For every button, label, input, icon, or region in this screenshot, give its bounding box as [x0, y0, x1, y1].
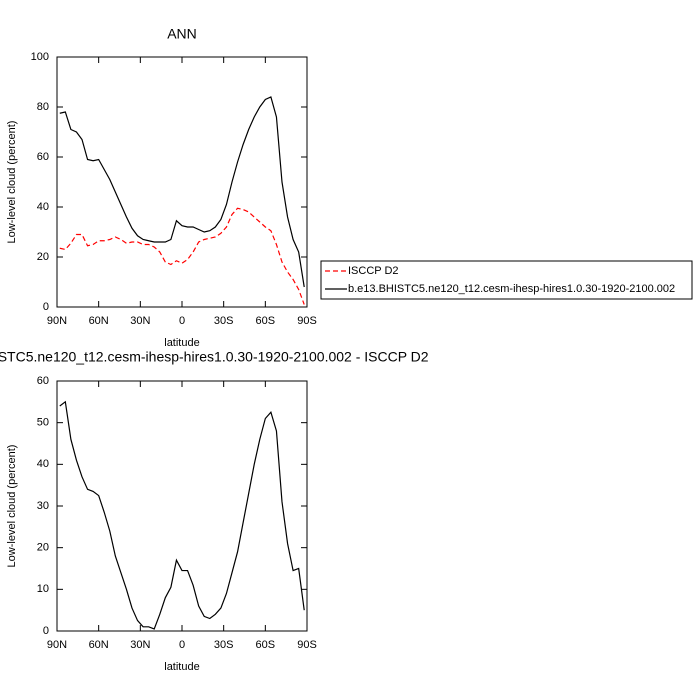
x-tick-label: 60S — [256, 315, 276, 327]
x-tick-label: 60S — [256, 639, 276, 651]
plot-frame — [56, 56, 308, 308]
y-tick-label: 0 — [43, 301, 49, 313]
x-tick-label: 90S — [297, 639, 317, 651]
y-tick-label: 80 — [37, 101, 49, 113]
x-axis-label: latitude — [164, 337, 199, 349]
y-tick-label: 50 — [37, 417, 49, 429]
legend-box — [320, 260, 693, 300]
series-line — [59, 400, 305, 630]
legend-label: b.e13.BHISTC5.ne120_t12.cesm-ihesp-hires… — [348, 283, 675, 295]
x-tick-label: 60N — [89, 639, 109, 651]
series-line — [59, 207, 305, 305]
chart-title: ANN — [167, 26, 197, 42]
x-tick-label: 30N — [130, 315, 150, 327]
y-tick-label: 40 — [37, 201, 49, 213]
legend: ISCCP D2 b.e13.BHISTC5.ne120_t12.cesm-ihe… — [320, 260, 693, 300]
legend-label: ISCCP D2 — [348, 265, 399, 277]
x-tick-label: 90N — [47, 315, 67, 327]
y-tick-label: 20 — [37, 251, 49, 263]
x-tick-label: 60N — [89, 315, 109, 327]
plot-frame — [56, 380, 308, 632]
x-tick-label: 0 — [179, 315, 185, 327]
y-axis-label: Low-level cloud (percent) — [6, 445, 18, 568]
y-tick-label: 10 — [37, 583, 49, 595]
y-axis-label: Low-level cloud (percent) — [6, 121, 18, 244]
y-tick-label: 60 — [37, 375, 49, 387]
y-tick-label: 100 — [31, 51, 49, 63]
y-tick-label: 60 — [37, 151, 49, 163]
x-axis-label: latitude — [164, 661, 199, 673]
y-tick-label: 30 — [37, 500, 49, 512]
y-tick-label: 40 — [37, 458, 49, 470]
x-tick-label: 90S — [297, 315, 317, 327]
x-tick-label: 0 — [179, 639, 185, 651]
x-tick-label: 30N — [130, 639, 150, 651]
x-tick-label: 30S — [214, 639, 234, 651]
y-tick-label: 20 — [37, 542, 49, 554]
x-tick-label: 30S — [214, 315, 234, 327]
chart-title: b.e13.BHISTC5.ne120_t12.cesm-ihesp-hires… — [0, 349, 429, 365]
x-tick-label: 90N — [47, 639, 67, 651]
series-line — [59, 96, 305, 288]
y-tick-label: 0 — [43, 625, 49, 637]
